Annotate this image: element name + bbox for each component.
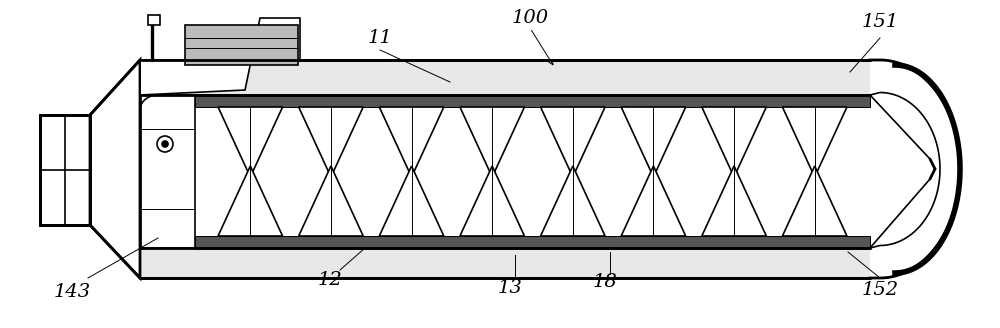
- Polygon shape: [140, 60, 870, 95]
- Polygon shape: [782, 107, 847, 177]
- Polygon shape: [218, 166, 283, 236]
- Polygon shape: [148, 15, 160, 25]
- Polygon shape: [541, 107, 605, 177]
- Text: 12: 12: [318, 271, 342, 289]
- Text: 18: 18: [593, 273, 617, 291]
- Polygon shape: [195, 236, 870, 248]
- Polygon shape: [299, 166, 363, 236]
- Polygon shape: [218, 107, 283, 177]
- Polygon shape: [541, 166, 605, 236]
- Polygon shape: [40, 115, 90, 225]
- Text: 11: 11: [368, 29, 392, 47]
- Polygon shape: [299, 107, 363, 177]
- Polygon shape: [621, 166, 686, 236]
- Polygon shape: [185, 25, 298, 65]
- Polygon shape: [870, 60, 960, 278]
- Circle shape: [162, 141, 168, 147]
- Circle shape: [157, 136, 173, 152]
- Polygon shape: [140, 95, 195, 248]
- Text: 100: 100: [511, 9, 549, 27]
- Polygon shape: [140, 248, 870, 278]
- Polygon shape: [379, 166, 444, 236]
- Polygon shape: [621, 107, 686, 177]
- Text: 13: 13: [498, 279, 522, 297]
- Polygon shape: [460, 107, 524, 177]
- Polygon shape: [140, 18, 300, 95]
- Text: 151: 151: [861, 13, 899, 31]
- Polygon shape: [782, 166, 847, 236]
- Polygon shape: [195, 95, 870, 107]
- Text: 143: 143: [53, 283, 91, 301]
- Polygon shape: [90, 60, 140, 278]
- Polygon shape: [460, 166, 524, 236]
- Polygon shape: [702, 107, 766, 177]
- Polygon shape: [379, 107, 444, 177]
- Text: 152: 152: [861, 281, 899, 299]
- Polygon shape: [702, 166, 766, 236]
